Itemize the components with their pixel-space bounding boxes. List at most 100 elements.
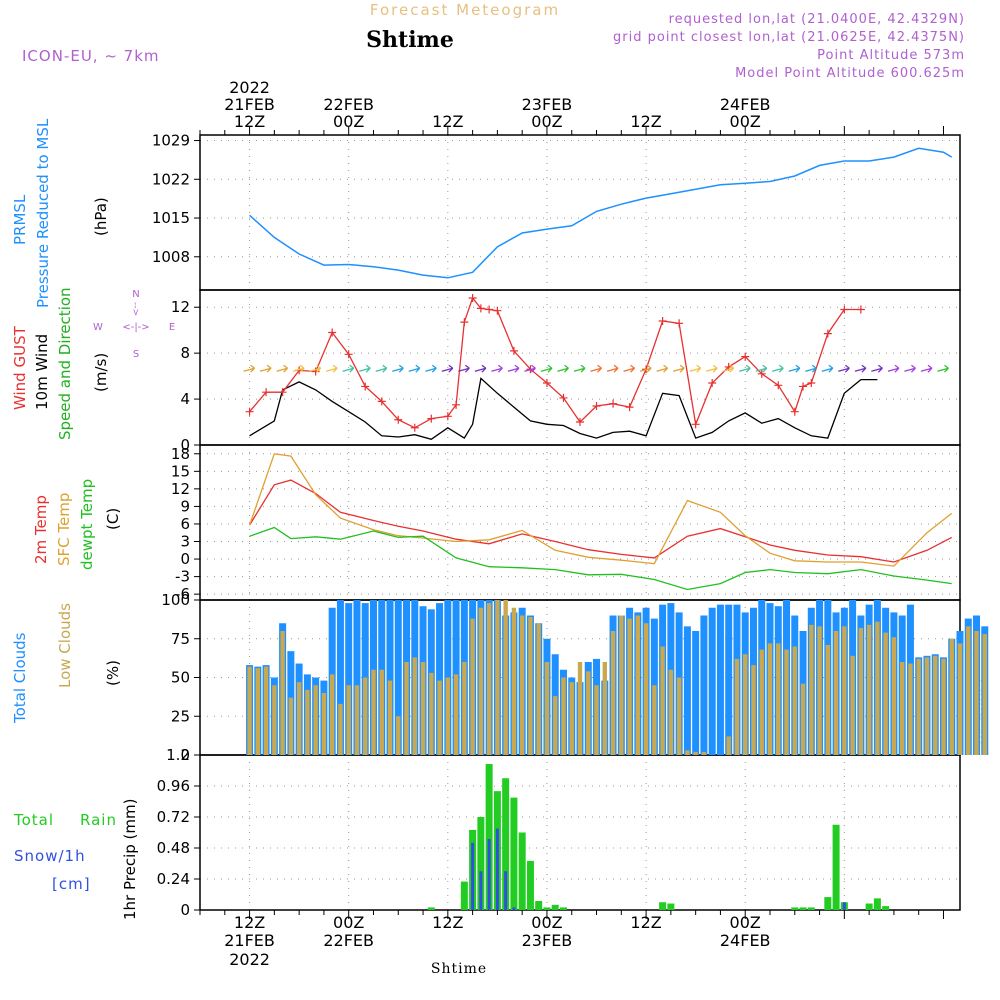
total-cloud-bar [692,631,700,755]
wind-arrow [540,364,553,373]
rain-bar [659,902,667,910]
rain-label-1: Total [13,811,54,829]
low-cloud-bar [313,685,318,755]
pressure-frame [199,134,961,291]
bottom-hour-label: 00Z [333,913,364,932]
low-cloud-bar [685,750,690,755]
wind-arrow [606,364,619,373]
wind-arrow [425,364,437,373]
low-cloud-bar [825,644,831,755]
model-name: ICON-EU, ~ 7km [22,47,160,65]
low-cloud-bar [767,643,773,755]
footer-station: Shtime [431,961,487,977]
requested-coords: requested lon,lat (21.0400E, 42.4329N) [669,12,965,27]
clouds-tick-label: 0 [180,746,190,764]
top-date-label: 22FEB [323,95,374,114]
wind-direction-arrows [243,364,949,373]
total-cloud-bar [345,603,353,755]
low-cloud-bar [800,683,806,755]
temp-tick-label: 18 [171,445,190,463]
cloud-unit: (%) [104,660,122,686]
wind-arrow [854,364,867,373]
wind-arrow [259,364,272,373]
gust-marker [708,379,717,387]
bottom-date-label: 22FEB [323,931,374,950]
wind-arrow [408,364,421,373]
wind-arrow [524,364,536,373]
clouds-tick-label: 100 [161,591,190,609]
wind-arrow [326,364,338,373]
low-cloud-bar [412,657,417,755]
low-cloud-bar [701,751,707,755]
gust-marker [741,352,750,361]
low-cloud-bar [445,677,451,755]
wind-arrow [722,364,735,373]
snow-bar [512,907,516,910]
compass-n: N [132,289,139,300]
low-cloud-bar [899,662,905,755]
low-cloud-bar [933,655,938,755]
low-cloud-bar [941,658,946,755]
wind-arrow [772,364,784,373]
low-cloud-bar [883,632,888,755]
temp-tick-label: 0 [180,550,190,568]
wind-arrow [623,364,636,373]
low-cloud-bar [891,637,897,755]
rain-bar [865,903,873,910]
snow-bar [471,842,475,910]
wind-arrow [359,364,371,373]
snow-bar [504,871,508,910]
rain-bar [551,904,559,910]
gust-marker [790,407,799,416]
low-cloud-bar [305,689,310,755]
precip-bars [427,764,890,910]
low-cloud-bar [635,615,641,755]
low-cloud-bar [396,716,401,755]
gust-marker [328,328,337,337]
total-cloud-bar [725,604,733,755]
precip-tick-label: 0.72 [157,808,190,826]
wind-tick-label: 0 [180,436,190,454]
total-cloud-bar [336,600,344,755]
total-cloud-bar [394,600,402,755]
top-date-label: 21FEB [224,95,275,114]
low-cloud-bar [247,666,252,755]
low-cloud-label: Low Clouds [56,603,74,688]
wind-labels: Wind GUST 10m Wind Speed and Direction (… [11,287,175,440]
gust-marker [262,388,271,397]
gust-marker [559,393,568,402]
wind-arrow [838,364,850,373]
wind-arrow [375,364,388,373]
total-cloud-bar [353,600,361,755]
rain-bar [832,824,840,910]
low-cloud-bar [453,674,459,755]
temp-tick-label: 6 [180,515,190,533]
gust-marker [691,420,700,429]
sfc-label: SFC Temp [55,493,73,566]
top-date-label: 24FEB [720,95,771,114]
wind-arrow [573,364,586,373]
low-cloud-bar [966,626,971,755]
low-cloud-bar [916,658,921,755]
model-altitude: Model Point Altitude 600.625m [735,66,965,81]
total-cloud-bar [708,607,716,755]
snow-bar [495,828,499,910]
low-cloud-bar [668,669,674,755]
wind-arrow [904,364,916,373]
compass-ns-arrow: --> [130,302,140,316]
low-cloud-bar [908,663,913,755]
wind-arrow [656,364,669,373]
wind-arrow [920,364,933,373]
temp-tick-label: -3 [175,568,190,586]
gust-markers [246,294,865,432]
plot-layer: 100810151022102904812-6-3036912151802550… [152,78,989,969]
wind-speed-line [249,377,878,441]
low-cloud-bar [743,654,748,755]
rain-bar [807,907,815,910]
top-hour-label: 00Z [531,112,562,131]
rain-label-2: Rain [80,811,117,829]
temp-tick-label: 15 [171,462,190,480]
low-cloud-bar [776,643,781,755]
wind-arrow [557,364,569,373]
